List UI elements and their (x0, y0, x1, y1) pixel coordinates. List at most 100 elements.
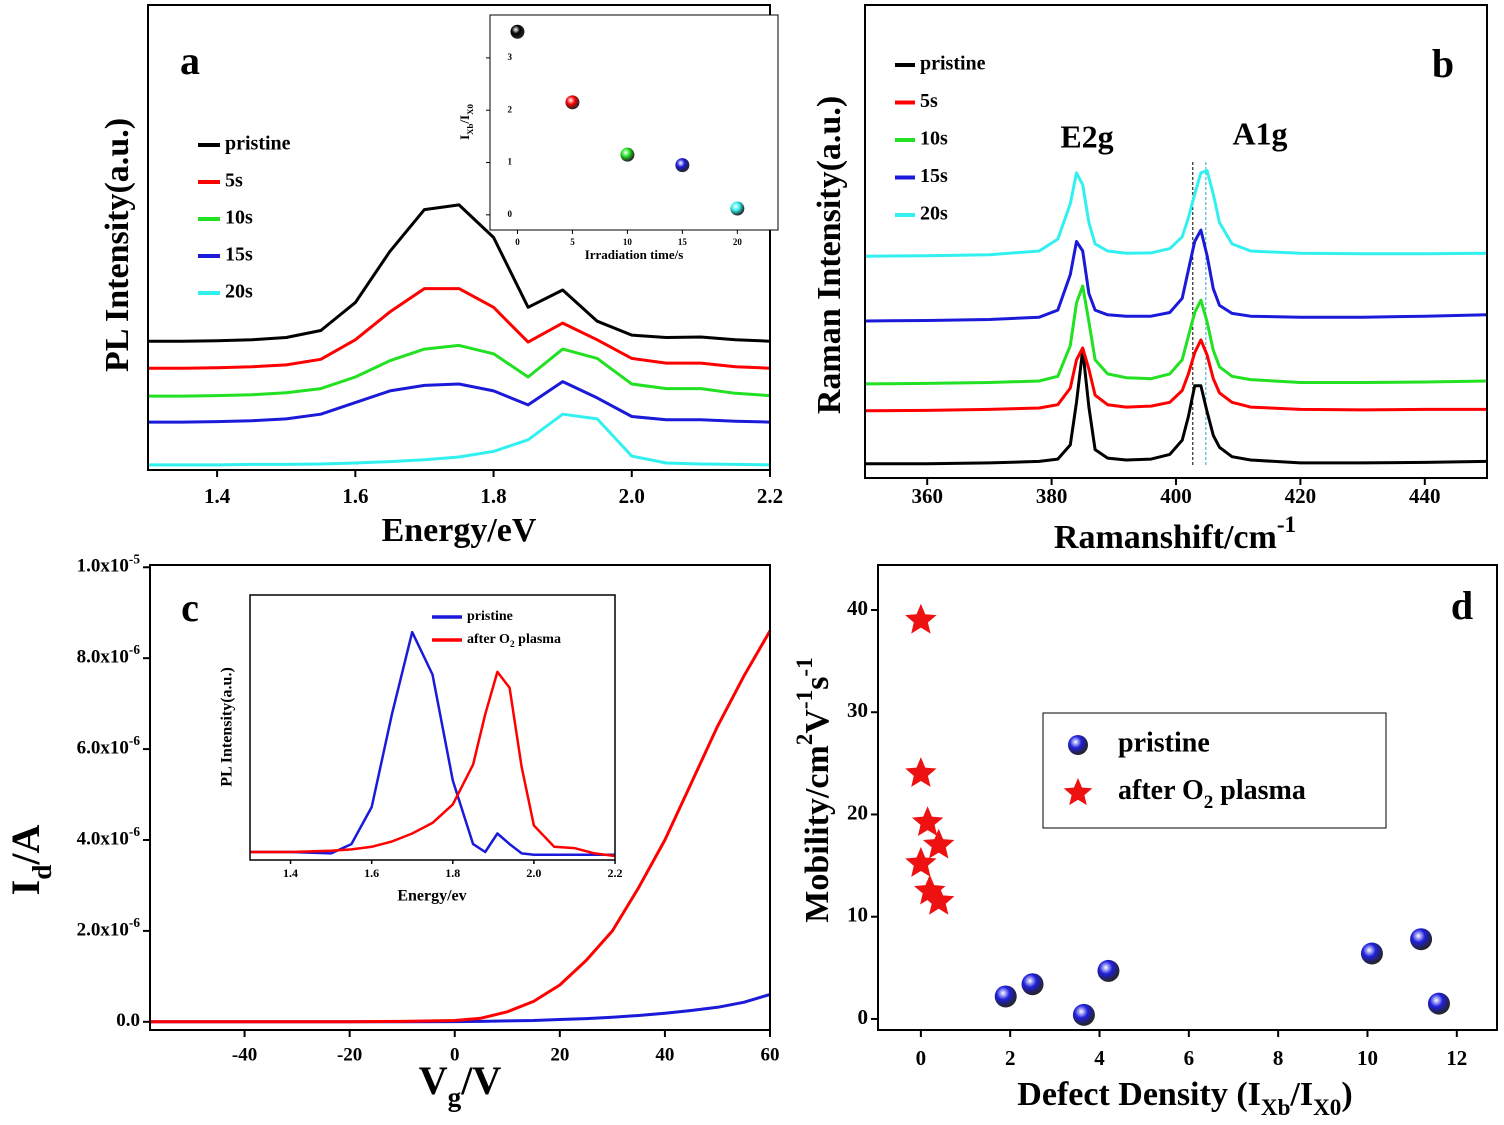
text-part: /I (1289, 1076, 1313, 1113)
y-axis-label: Id/A (3, 825, 57, 896)
x-tick-label: 6 (1184, 1046, 1195, 1070)
star-marker (905, 847, 937, 877)
x-axis-label: Vg/V (419, 1058, 502, 1112)
series-line (148, 287, 771, 370)
y-axis-label: IXb/IX0 (457, 104, 475, 140)
legend-label: 15s (225, 244, 253, 266)
text-part: -1 (792, 690, 818, 709)
x-tick-label: 5 (570, 237, 575, 247)
x-tick-label: 1.4 (204, 484, 231, 508)
series-line (864, 169, 1488, 258)
y-tick-label: 30 (847, 698, 868, 722)
series-line (148, 343, 771, 398)
plot-frame (147, 4, 771, 471)
y-tick-label: 0 (508, 209, 513, 219)
text-part: V (419, 1058, 448, 1103)
peak-annotation: E2g (1060, 118, 1113, 154)
x-tick-label: 8 (1273, 1046, 1284, 1070)
x-axis-label: Irradiation time/s (585, 247, 684, 262)
text-part: after O (467, 632, 510, 647)
plot-frame (877, 564, 1498, 1031)
y-axis-label: PL Intensity(a.u.) (99, 118, 136, 372)
series-line (250, 630, 615, 856)
tick-exponent: -5 (129, 551, 140, 566)
x-tick-label: 0 (450, 1044, 460, 1065)
x-tick-label: 2.2 (608, 866, 623, 880)
panel-label: b (1432, 41, 1454, 86)
x-axis-label: Ramanshift/cm-1 (1054, 512, 1296, 555)
legend-label: 20s (225, 281, 253, 303)
sphere-marker (510, 24, 525, 39)
x-tick-label: 60 (761, 1044, 780, 1065)
tick-exponent: -6 (129, 642, 140, 657)
series-line (250, 670, 616, 858)
text-part: /V (460, 1058, 501, 1103)
sphere-marker (620, 147, 635, 162)
legend-label: 20s (920, 203, 948, 225)
x-tick-label: 1.8 (445, 866, 460, 880)
tick-exponent: -6 (129, 914, 140, 929)
y-tick-label: 6.0x10-6 (77, 733, 141, 759)
inset-background (490, 15, 778, 230)
x-tick-label: 2 (1005, 1046, 1016, 1070)
x-tick-label: 2.0 (619, 484, 645, 508)
text-part: Ramanshift/cm (1054, 519, 1277, 556)
text-part: Xb (1261, 1095, 1291, 1121)
series-line (864, 228, 1488, 323)
x-tick-label: -40 (232, 1044, 257, 1065)
plot-frame (149, 564, 771, 1031)
y-tick-label: 40 (847, 596, 868, 620)
text-part: Mobility/cm (799, 745, 836, 923)
plot-frame (489, 14, 779, 231)
y-tick-label: 0 (858, 1005, 869, 1029)
text-part: X0 (465, 104, 475, 115)
text-part: g (448, 1082, 462, 1112)
legend-label: after O2 plasma (467, 632, 561, 650)
y-tick-label: 0.0 (116, 1010, 140, 1031)
sphere-marker (1410, 928, 1433, 951)
y-tick-label: 3 (508, 52, 513, 62)
text-part: plasma (515, 632, 561, 647)
panel-label: a (180, 38, 200, 83)
y-tick-label: 4.0x10-6 (77, 824, 141, 850)
star-marker (905, 757, 937, 787)
legend-label: after O2 plasma (1118, 775, 1306, 812)
legend-label: 5s (225, 170, 243, 192)
legend-label: 15s (920, 165, 948, 187)
x-tick-label: 1.8 (480, 484, 506, 508)
x-tick-label: 20 (733, 237, 743, 247)
x-tick-label: 1.6 (342, 484, 368, 508)
y-tick-label: 2 (508, 104, 513, 114)
star-marker (923, 828, 955, 859)
y-tick-label: 1.0x10-5 (77, 551, 141, 577)
panel-label: d (1451, 583, 1473, 628)
sphere-marker (994, 985, 1017, 1008)
series-line (148, 203, 771, 343)
sphere-marker (730, 201, 745, 216)
text-part: -1 (792, 657, 818, 676)
x-tick-label: 1.4 (283, 866, 298, 880)
y-tick-label: 2.0x10-6 (77, 914, 141, 940)
legend-label: pristine (225, 133, 291, 155)
text-part: 2 (1204, 792, 1214, 813)
x-tick-label: 2.2 (757, 484, 783, 508)
star-marker (923, 884, 955, 915)
x-tick-label: 2.0 (526, 866, 541, 880)
x-tick-label: 10 (623, 237, 633, 247)
text-part: 2 (792, 734, 818, 746)
x-tick-label: 40 (655, 1044, 674, 1065)
x-tick-label: 1.6 (364, 866, 379, 880)
y-tick-label: 10 (847, 903, 868, 927)
y-tick-label: 20 (847, 800, 868, 824)
star-marker (1063, 778, 1093, 806)
legend-label: 5s (920, 90, 938, 112)
sphere-marker (1072, 1003, 1095, 1026)
x-tick-label: 15 (678, 237, 688, 247)
sphere-marker (1360, 942, 1383, 965)
x-tick-label: 360 (911, 484, 943, 508)
text-part: /A (3, 825, 48, 866)
panel-label: c (181, 585, 199, 630)
x-tick-label: 0 (515, 237, 520, 247)
tick-exponent: -6 (129, 824, 140, 839)
